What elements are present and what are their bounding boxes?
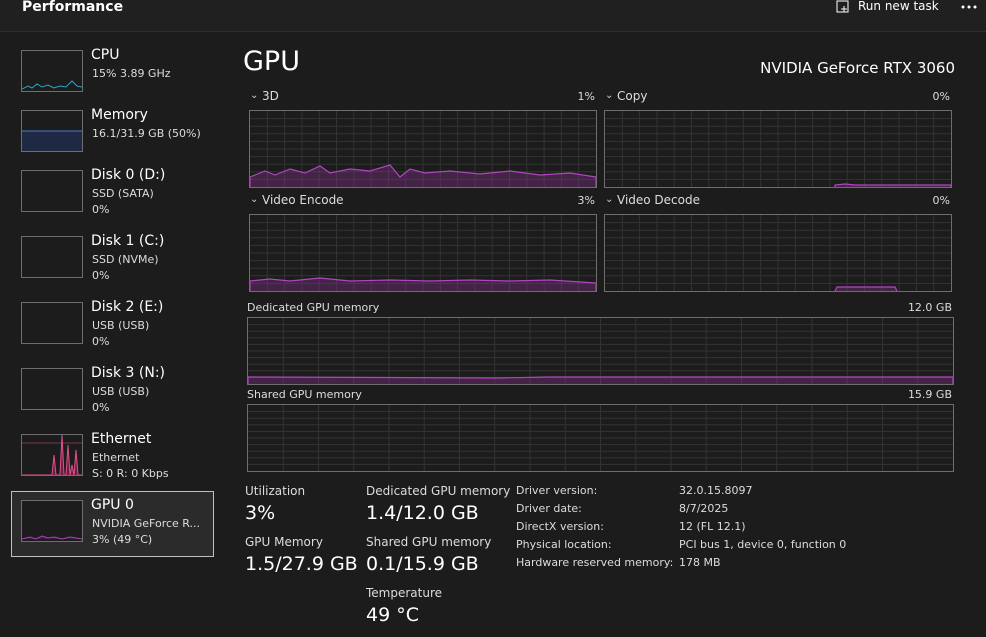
device-name: NVIDIA GeForce RTX 3060 [760, 59, 955, 77]
detail-label: Physical location: [516, 538, 612, 551]
memory-graph-label: Dedicated GPU memory [247, 301, 380, 314]
sidebar-detail: SSD (SATA) [92, 187, 154, 200]
stat-value: 3% [245, 502, 276, 524]
engine-chevron: ⌄ [605, 194, 614, 205]
engine-name: Copy [617, 89, 648, 103]
sidebar-detail: SSD (NVMe) [92, 253, 159, 266]
thumbnail-graph [21, 80, 83, 90]
memory-graph-max: 12.0 GB [907, 301, 952, 314]
graph-plot [248, 318, 953, 384]
sidebar-thumbnail[interactable] [21, 500, 83, 542]
detail-value: 8/7/2025 [679, 502, 729, 515]
thumbnail-graph [22, 303, 82, 343]
header-bar [0, 0, 986, 32]
sidebar-thumbnail[interactable] [21, 434, 83, 476]
stat-value: 1.5/27.9 GB [245, 553, 358, 575]
sidebar-thumbnail[interactable] [21, 170, 83, 212]
engine-chevron: ⌄ [250, 194, 259, 205]
stat-label: Shared GPU memory [366, 535, 492, 549]
sidebar-detail: 0% [92, 203, 110, 216]
run-new-task[interactable]: Run new task [858, 0, 939, 13]
detail-value: 12 (FL 12.1) [679, 520, 746, 533]
graph-plot [250, 111, 596, 187]
stat-label: Dedicated GPU memory [366, 484, 511, 498]
graph-plot [605, 215, 951, 291]
engine-name: Video Encode [262, 193, 344, 207]
sidebar-thumbnail[interactable] [21, 50, 83, 92]
engine-name: Video Decode [617, 193, 700, 207]
engine-graph [249, 214, 597, 292]
graph-plot [605, 111, 951, 187]
stat-value: 0.1/15.9 GB [366, 553, 479, 575]
detail-value: 32.0.15.8097 [679, 484, 753, 497]
engine-value: 3% [577, 194, 595, 207]
engine-value: 0% [932, 194, 950, 207]
stat-label: GPU Memory [245, 535, 323, 549]
graph-plot [248, 405, 953, 471]
sidebar-name[interactable]: GPU 0 [91, 497, 134, 513]
sidebar-name[interactable]: Disk 3 (N:) [91, 365, 165, 381]
detail-label: Driver version: [516, 484, 598, 497]
memory-graph-max: 15.9 GB [907, 388, 952, 401]
sidebar-thumbnail[interactable] [21, 236, 83, 278]
engine-value: 0% [932, 90, 950, 103]
memory-graph [247, 404, 954, 472]
thumbnail-graph [22, 434, 82, 476]
run-task-icon [836, 0, 849, 13]
engine-chevron: ⌄ [250, 90, 259, 101]
detail-label: Driver date: [516, 502, 582, 515]
sidebar-detail: 0% [92, 269, 110, 282]
detail-value: 178 MB [679, 556, 721, 569]
sidebar-detail: USB (USB) [92, 385, 150, 398]
more-button[interactable] [960, 4, 980, 10]
sidebar-name[interactable]: Disk 2 (E:) [91, 299, 164, 315]
memory-graph [247, 317, 954, 385]
engine-graph [249, 110, 597, 188]
stat-value: 49 °C [366, 604, 419, 626]
sidebar-detail: NVIDIA GeForce R... [92, 517, 201, 530]
sidebar-detail: 3% (49 °C) [92, 533, 153, 546]
page-title: Performance [22, 0, 124, 15]
stat-value: 1.4/12.0 GB [366, 502, 479, 524]
engine-graph [604, 214, 952, 292]
thumbnail-graph [21, 535, 83, 540]
sidebar-detail: 16.1/31.9 GB (50%) [92, 127, 201, 140]
sidebar-thumbnail[interactable] [21, 110, 83, 152]
sidebar-name[interactable]: Memory [91, 107, 148, 123]
sidebar-name[interactable]: Ethernet [91, 431, 152, 447]
stat-label: Temperature [366, 586, 443, 600]
sidebar-detail: 0% [92, 401, 110, 414]
thumbnail-graph [22, 369, 82, 409]
engine-graph [604, 110, 952, 188]
thumbnail-graph [22, 237, 82, 277]
graph-plot [250, 215, 596, 291]
sidebar-detail: 0% [92, 335, 110, 348]
main-title: GPU [243, 46, 300, 77]
thumbnail-graph [22, 171, 82, 211]
sidebar-thumbnail[interactable] [21, 302, 83, 344]
thumbnail-graph [22, 130, 82, 151]
sidebar-thumbnail[interactable] [21, 368, 83, 410]
sidebar-name[interactable]: Disk 0 (D:) [91, 167, 166, 183]
detail-value: PCI bus 1, device 0, function 0 [679, 538, 847, 551]
engine-name: 3D [262, 89, 279, 103]
stat-label: Utilization [245, 484, 306, 498]
sidebar-detail: Ethernet [92, 451, 140, 464]
engine-value: 1% [577, 90, 595, 103]
detail-label: Hardware reserved memory: [516, 556, 674, 569]
sidebar-name[interactable]: CPU [91, 47, 120, 63]
memory-graph-label: Shared GPU memory [247, 388, 362, 401]
sidebar-detail: USB (USB) [92, 319, 150, 332]
detail-label: DirectX version: [516, 520, 604, 533]
sidebar-detail: S: 0 R: 0 Kbps [92, 467, 169, 480]
engine-chevron: ⌄ [605, 90, 614, 101]
sidebar-name[interactable]: Disk 1 (C:) [91, 233, 165, 249]
sidebar-detail: 15% 3.89 GHz [92, 67, 171, 80]
